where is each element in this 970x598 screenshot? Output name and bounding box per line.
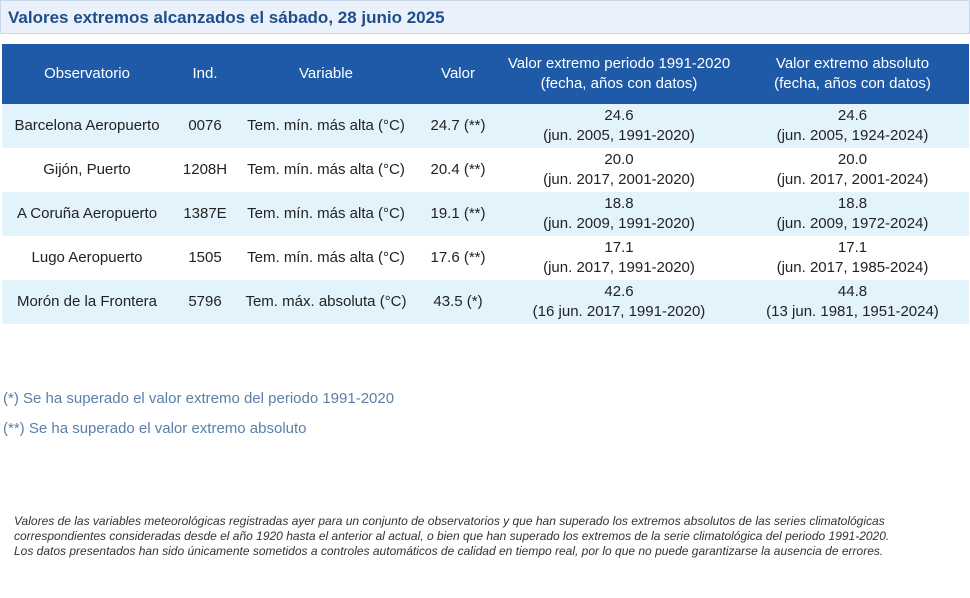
table-row: A Coruña Aeropuerto 1387E Tem. mín. más … (2, 192, 969, 236)
value-cell: 19.1 (**) (414, 192, 502, 236)
footnote-paragraph-description: Valores de las variables meteorológicas … (14, 514, 890, 543)
table-row: Lugo Aeropuerto 1505 Tem. mín. más alta … (2, 236, 969, 280)
column-header-valor[interactable]: Valor (414, 44, 502, 104)
footnote: Valores de las variables meteorológicas … (14, 514, 964, 559)
legend-double-asterisk: (**) Se ha superado el valor extremo abs… (3, 420, 307, 437)
footnote-paragraph-quality: Los datos presentados han sido únicament… (14, 544, 884, 558)
station-cell: A Coruña Aeropuerto (2, 192, 172, 236)
ind-cell: 0076 (172, 104, 238, 148)
variable-cell: Tem. mín. más alta (°C) (238, 104, 414, 148)
column-header-valor-absoluto[interactable]: Valor extremo absoluto (fecha, años con … (736, 44, 969, 104)
column-header-variable[interactable]: Variable (238, 44, 414, 104)
value-cell: 17.6 (**) (414, 236, 502, 280)
period-extreme-cell: 24.6 (jun. 2005, 1991-2020) (502, 104, 736, 148)
absolute-extreme-cell: 17.1 (jun. 2017, 1985-2024) (736, 236, 969, 280)
variable-cell: Tem. mín. más alta (°C) (238, 236, 414, 280)
station-cell: Lugo Aeropuerto (2, 236, 172, 280)
value-cell: 43.5 (*) (414, 280, 502, 324)
station-cell: Morón de la Frontera (2, 280, 172, 324)
absolute-extreme-cell: 24.6 (jun. 2005, 1924-2024) (736, 104, 969, 148)
table-row: Barcelona Aeropuerto 0076 Tem. mín. más … (2, 104, 969, 148)
variable-cell: Tem. máx. absoluta (°C) (238, 280, 414, 324)
variable-cell: Tem. mín. más alta (°C) (238, 192, 414, 236)
station-cell: Barcelona Aeropuerto (2, 104, 172, 148)
period-extreme-cell: 42.6 (16 jun. 2017, 1991-2020) (502, 280, 736, 324)
table-header-row: Observatorio Ind. Variable Valor Valor e… (2, 44, 969, 104)
absolute-extreme-cell: 44.8 (13 jun. 1981, 1951-2024) (736, 280, 969, 324)
variable-cell: Tem. mín. más alta (°C) (238, 148, 414, 192)
ind-cell: 1387E (172, 192, 238, 236)
value-cell: 20.4 (**) (414, 148, 502, 192)
station-cell: Gijón, Puerto (2, 148, 172, 192)
period-extreme-cell: 18.8 (jun. 2009, 1991-2020) (502, 192, 736, 236)
ind-cell: 1208H (172, 148, 238, 192)
column-header-valor-periodo[interactable]: Valor extremo periodo 1991-2020 (fecha, … (502, 44, 736, 104)
value-cell: 24.7 (**) (414, 104, 502, 148)
extremes-table: Observatorio Ind. Variable Valor Valor e… (2, 44, 969, 324)
column-header-ind[interactable]: Ind. (172, 44, 238, 104)
legend-single-asterisk: (*) Se ha superado el valor extremo del … (3, 390, 395, 407)
period-extreme-cell: 17.1 (jun. 2017, 1991-2020) (502, 236, 736, 280)
period-extreme-cell: 20.0 (jun. 2017, 2001-2020) (502, 148, 736, 192)
table-row: Gijón, Puerto 1208H Tem. mín. más alta (… (2, 148, 969, 192)
title-bar: Valores extremos alcanzados el sábado, 2… (0, 0, 970, 34)
table-row: Morón de la Frontera 5796 Tem. máx. abso… (2, 280, 969, 324)
ind-cell: 1505 (172, 236, 238, 280)
column-header-observatorio[interactable]: Observatorio (2, 44, 172, 104)
absolute-extreme-cell: 18.8 (jun. 2009, 1972-2024) (736, 192, 969, 236)
page-title: Valores extremos alcanzados el sábado, 2… (8, 8, 445, 27)
ind-cell: 5796 (172, 280, 238, 324)
absolute-extreme-cell: 20.0 (jun. 2017, 2001-2024) (736, 148, 969, 192)
